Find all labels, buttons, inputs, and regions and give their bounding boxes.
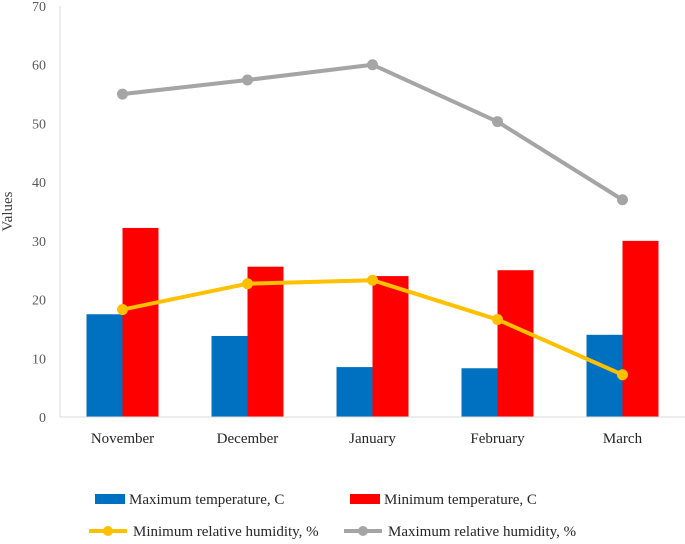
- x-tick-label: November: [91, 431, 154, 447]
- y-tick-label: 20: [32, 294, 46, 309]
- point-min-humidity: [117, 304, 128, 316]
- bar-max-temperature: [461, 368, 498, 417]
- bar-max-temperature: [86, 314, 123, 417]
- axes: 0 10 20 30 40 50 60 70 Values November December Jan…: [0, 0, 685, 447]
- point-max-humidity: [367, 59, 378, 71]
- bar-min-temperature: [122, 227, 159, 417]
- y-tick-label: 50: [32, 117, 46, 132]
- y-tick-label: 10: [32, 352, 46, 367]
- line-max-humidity: [120, 62, 625, 202]
- plot-area: [86, 59, 659, 417]
- y-tick-label: 30: [32, 235, 46, 250]
- point-min-humidity: [242, 278, 253, 290]
- y-tick-label: 40: [32, 176, 46, 191]
- point-max-humidity: [117, 88, 128, 100]
- y-tick-label: 60: [32, 59, 46, 74]
- legend-label-min-temperature: Minimum temperature, C: [384, 492, 537, 508]
- legend-marker-min-humidity: [103, 526, 113, 536]
- point-min-humidity: [367, 274, 378, 286]
- y-axis-title: Values: [0, 191, 16, 231]
- legend: Maximum temperature, C Minimum temperatur…: [89, 492, 576, 540]
- legend-swatch-max-temperature: [95, 494, 125, 504]
- bar-max-temperature: [211, 335, 248, 417]
- x-tick-label: January: [349, 431, 396, 447]
- legend-label-max-temperature: Maximum temperature, C: [129, 492, 284, 508]
- bar-min-temperature: [247, 266, 284, 417]
- point-min-humidity: [617, 369, 628, 381]
- bar-max-temperature: [336, 367, 373, 417]
- bar-max-temperature: [586, 334, 623, 417]
- legend-label-min-humidity: Minimum relative humidity, %: [133, 524, 319, 540]
- bar-min-temperature: [497, 270, 534, 417]
- legend-label-max-humidity: Maximum relative humidity, %: [388, 524, 576, 540]
- y-tick-label: 0: [39, 411, 46, 426]
- bar-min-temperature: [372, 276, 409, 417]
- point-max-humidity: [617, 194, 628, 206]
- x-tick-label: March: [603, 431, 643, 447]
- point-max-humidity: [492, 116, 503, 128]
- x-tick-label: February: [470, 431, 525, 447]
- x-tick-label: December: [217, 431, 279, 447]
- y-tick-label: 70: [32, 0, 46, 15]
- legend-marker-max-humidity: [358, 526, 368, 536]
- bar-min-temperature: [622, 240, 659, 417]
- legend-swatch-min-temperature: [350, 494, 380, 504]
- point-max-humidity: [242, 74, 253, 86]
- point-min-humidity: [492, 314, 503, 326]
